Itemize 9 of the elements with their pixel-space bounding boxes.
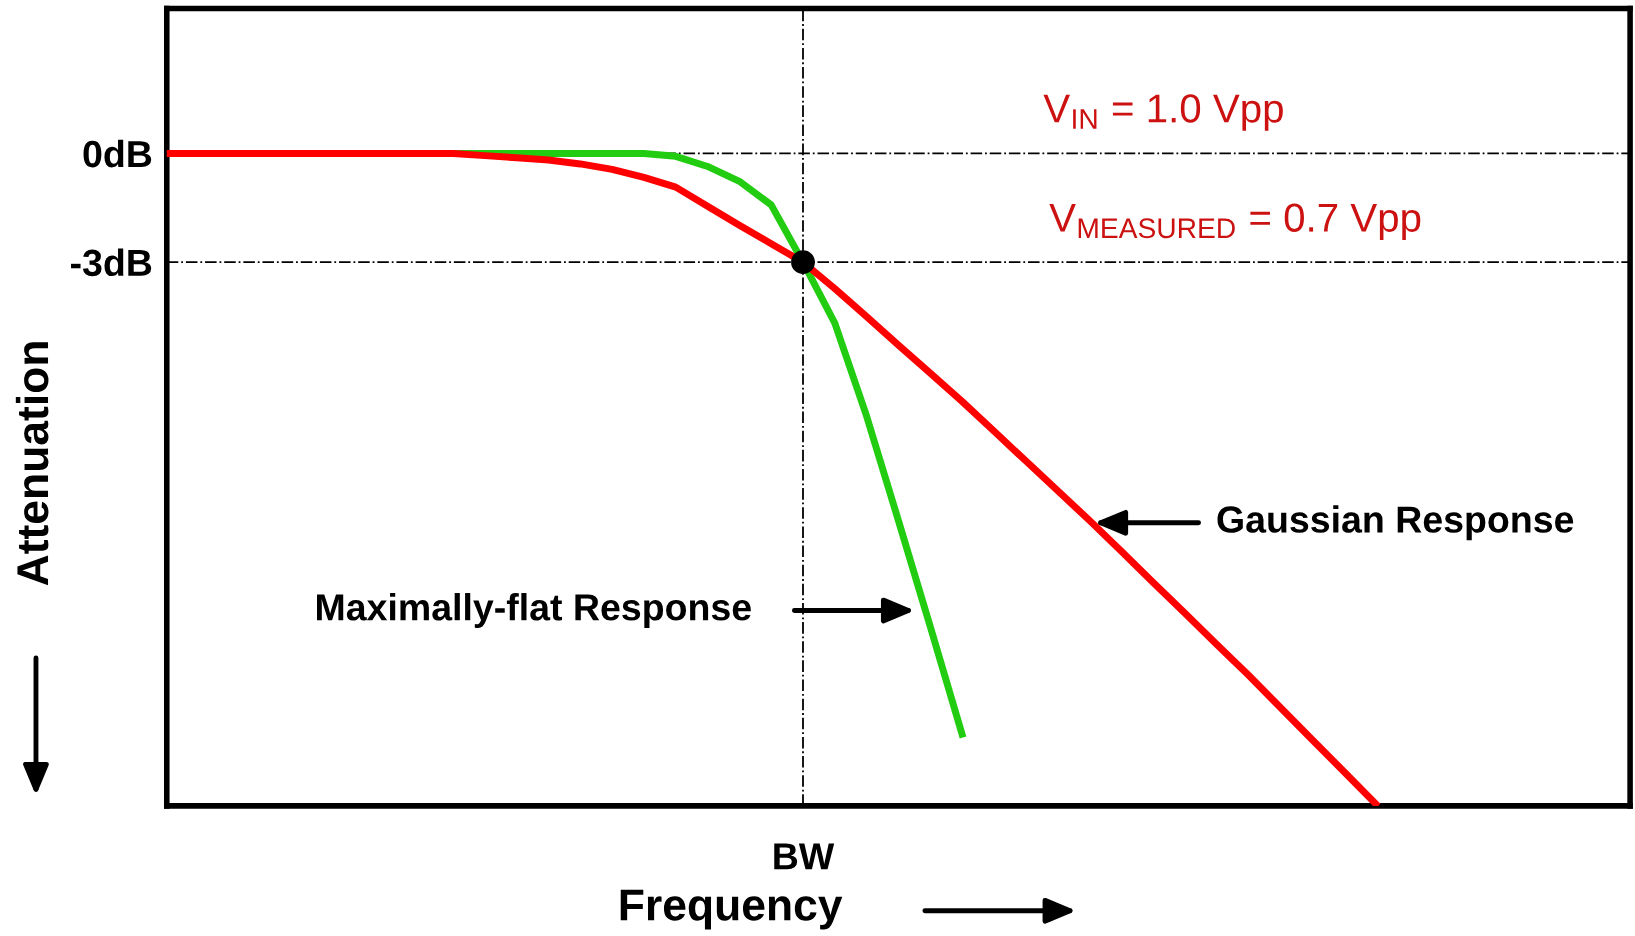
annotation: V$_{IN}$ = 1.0 Vpp xyxy=(1043,94,1283,131)
y-tick-label: 0dB xyxy=(83,139,152,168)
y-tick-label: -3dB xyxy=(71,248,152,277)
x-axis-title: Frequency xyxy=(620,889,843,930)
annotation: Gaussian Response xyxy=(1217,505,1574,541)
annotation: V$_{MEASURED}$ = 0.7 Vpp xyxy=(1049,203,1421,240)
y-axis-title: Attenuation xyxy=(15,342,49,586)
x-tick-label: BW xyxy=(774,843,835,870)
annotation: Maximally-flat Response xyxy=(317,593,751,628)
